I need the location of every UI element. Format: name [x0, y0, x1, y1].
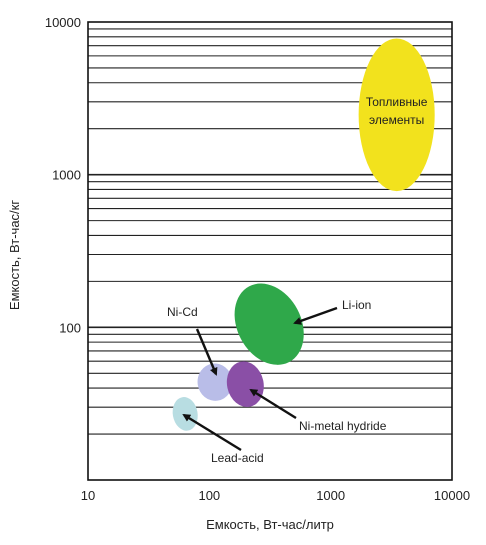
label-ni-cd: Ni-Cd — [167, 305, 198, 319]
region-li-ion — [234, 283, 304, 365]
y-axis-title: Емкость, Вт-час/кг — [7, 200, 22, 310]
arrow-ni-metal-hydride — [249, 388, 297, 420]
annotation-arrows — [182, 306, 338, 452]
label-lead-acid: Lead-acid — [211, 451, 264, 465]
plot-frame — [87, 21, 453, 481]
x-tick-label: 1000 — [316, 488, 345, 503]
region-labels: Lead-acid Ni-Cd Ni-metal hydride Li-ion Топл… — [167, 95, 428, 465]
x-tick-label: 100 — [198, 488, 220, 503]
tick-labels: 10 100 1000 10000 100 1000 10000 — [45, 15, 470, 503]
label-fuel-cells-line: Топливные — [366, 95, 428, 109]
y-tick-label: 10000 — [45, 15, 81, 30]
arrow-li-ion — [293, 306, 338, 325]
label-li-ion: Li-ion — [342, 298, 371, 312]
x-tick-label: 10000 — [434, 488, 470, 503]
arrow-lead-acid — [182, 413, 242, 452]
region-ni-metal-hydride — [226, 361, 264, 407]
x-tick-label: 10 — [81, 488, 95, 503]
arrow-ni-cd — [195, 328, 218, 376]
label-ni-metal-hydride: Ni-metal hydride — [299, 419, 387, 433]
label-fuel-cells: Топливные элементы — [366, 95, 428, 127]
y-tick-label: 1000 — [52, 168, 81, 183]
region-топливные-элементы — [358, 38, 435, 192]
x-axis-title: Емкость, Вт-час/литр — [206, 517, 334, 532]
region-ni-cd — [197, 363, 233, 401]
region-lead-acid — [172, 397, 198, 431]
regions — [172, 38, 435, 431]
y-tick-label: 100 — [59, 320, 81, 335]
label-fuel-cells-line: элементы — [369, 113, 424, 127]
